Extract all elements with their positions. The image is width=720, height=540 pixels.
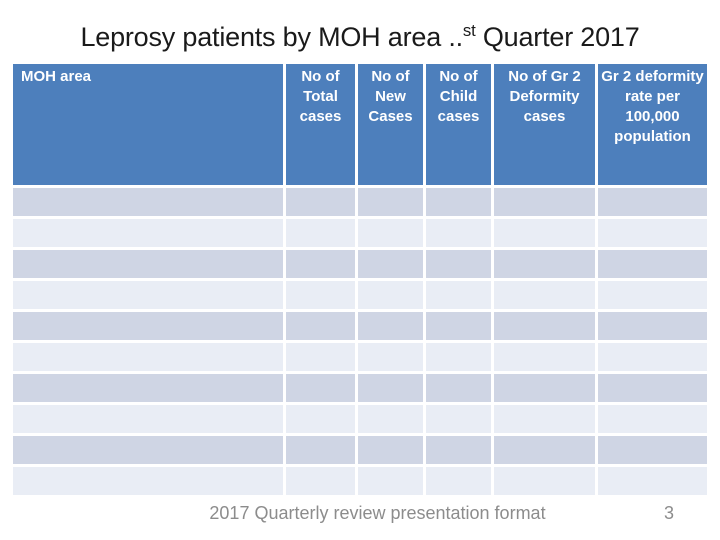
- table-row: [13, 467, 707, 495]
- title-prefix: Leprosy patients by MOH area ..: [80, 22, 463, 52]
- table-cell: [494, 374, 595, 402]
- table-cell: [426, 405, 491, 433]
- table-cell: [358, 188, 423, 216]
- table-row: [13, 312, 707, 340]
- table-cell: [286, 188, 355, 216]
- header-total-cases: No of Total cases: [286, 64, 355, 185]
- table-cell: [494, 343, 595, 371]
- table-cell: [13, 250, 283, 278]
- table-cell: [598, 374, 707, 402]
- table-cell: [13, 374, 283, 402]
- slide-footer: 2017 Quarterly review presentation forma…: [0, 503, 720, 525]
- table-cell: [426, 467, 491, 495]
- table-cell: [286, 250, 355, 278]
- table-cell: [494, 219, 595, 247]
- header-moh-area: MOH area: [13, 64, 283, 185]
- table-cell: [358, 281, 423, 309]
- table-body: [13, 188, 707, 495]
- table-cell: [286, 343, 355, 371]
- table-cell: [13, 281, 283, 309]
- table-cell: [426, 188, 491, 216]
- footer-text: 2017 Quarterly review presentation forma…: [209, 503, 546, 523]
- table-cell: [494, 405, 595, 433]
- table-cell: [598, 312, 707, 340]
- table-cell: [494, 281, 595, 309]
- table-cell: [13, 436, 283, 464]
- table-cell: [358, 467, 423, 495]
- table-cell: [598, 219, 707, 247]
- table-cell: [598, 343, 707, 371]
- table-cell: [426, 374, 491, 402]
- title-suffix: Quarter 2017: [475, 22, 640, 52]
- table-cell: [13, 188, 283, 216]
- table-cell: [286, 219, 355, 247]
- header-gr2-deformity-rate: Gr 2 deformity rate per 100,000 populati…: [598, 64, 707, 185]
- table-row: [13, 281, 707, 309]
- table-cell: [358, 219, 423, 247]
- table-cell: [598, 467, 707, 495]
- table-cell: [426, 250, 491, 278]
- table-cell: [426, 281, 491, 309]
- table-cell: [494, 250, 595, 278]
- table-cell: [358, 343, 423, 371]
- table-cell: [494, 188, 595, 216]
- table-cell: [426, 436, 491, 464]
- table-cell: [358, 436, 423, 464]
- table-cell: [13, 405, 283, 433]
- leprosy-table: MOH area No of Total cases No of New Cas…: [10, 61, 710, 498]
- table-cell: [426, 219, 491, 247]
- table-cell: [358, 250, 423, 278]
- table-cell: [494, 467, 595, 495]
- table-cell: [286, 467, 355, 495]
- table-row: [13, 219, 707, 247]
- table-cell: [286, 374, 355, 402]
- table-cell: [286, 281, 355, 309]
- table-cell: [286, 405, 355, 433]
- table-cell: [358, 312, 423, 340]
- table-row: [13, 374, 707, 402]
- table-row: [13, 250, 707, 278]
- table-cell: [286, 312, 355, 340]
- header-gr2-deformity-cases: No of Gr 2 Deformity cases: [494, 64, 595, 185]
- header-child-cases: No of Child cases: [426, 64, 491, 185]
- table-row: [13, 405, 707, 433]
- table-cell: [13, 219, 283, 247]
- table-row: [13, 343, 707, 371]
- table-row: [13, 188, 707, 216]
- table-cell: [13, 343, 283, 371]
- table-row: [13, 436, 707, 464]
- table-cell: [494, 312, 595, 340]
- table-cell: [286, 436, 355, 464]
- table-cell: [13, 312, 283, 340]
- table-cell: [358, 374, 423, 402]
- table-cell: [426, 343, 491, 371]
- table-cell: [598, 436, 707, 464]
- page-number: 3: [663, 503, 674, 523]
- table-cell: [598, 188, 707, 216]
- table-cell: [598, 405, 707, 433]
- table-header-row: MOH area No of Total cases No of New Cas…: [13, 64, 707, 185]
- title-superscript: st: [462, 21, 476, 40]
- table-cell: [426, 312, 491, 340]
- table-cell: [598, 250, 707, 278]
- table-cell: [598, 281, 707, 309]
- slide-title: Leprosy patients by MOH area ..st Quarte…: [0, 22, 720, 53]
- table-cell: [494, 436, 595, 464]
- header-new-cases: No of New Cases: [358, 64, 423, 185]
- table-cell: [13, 467, 283, 495]
- table-cell: [358, 405, 423, 433]
